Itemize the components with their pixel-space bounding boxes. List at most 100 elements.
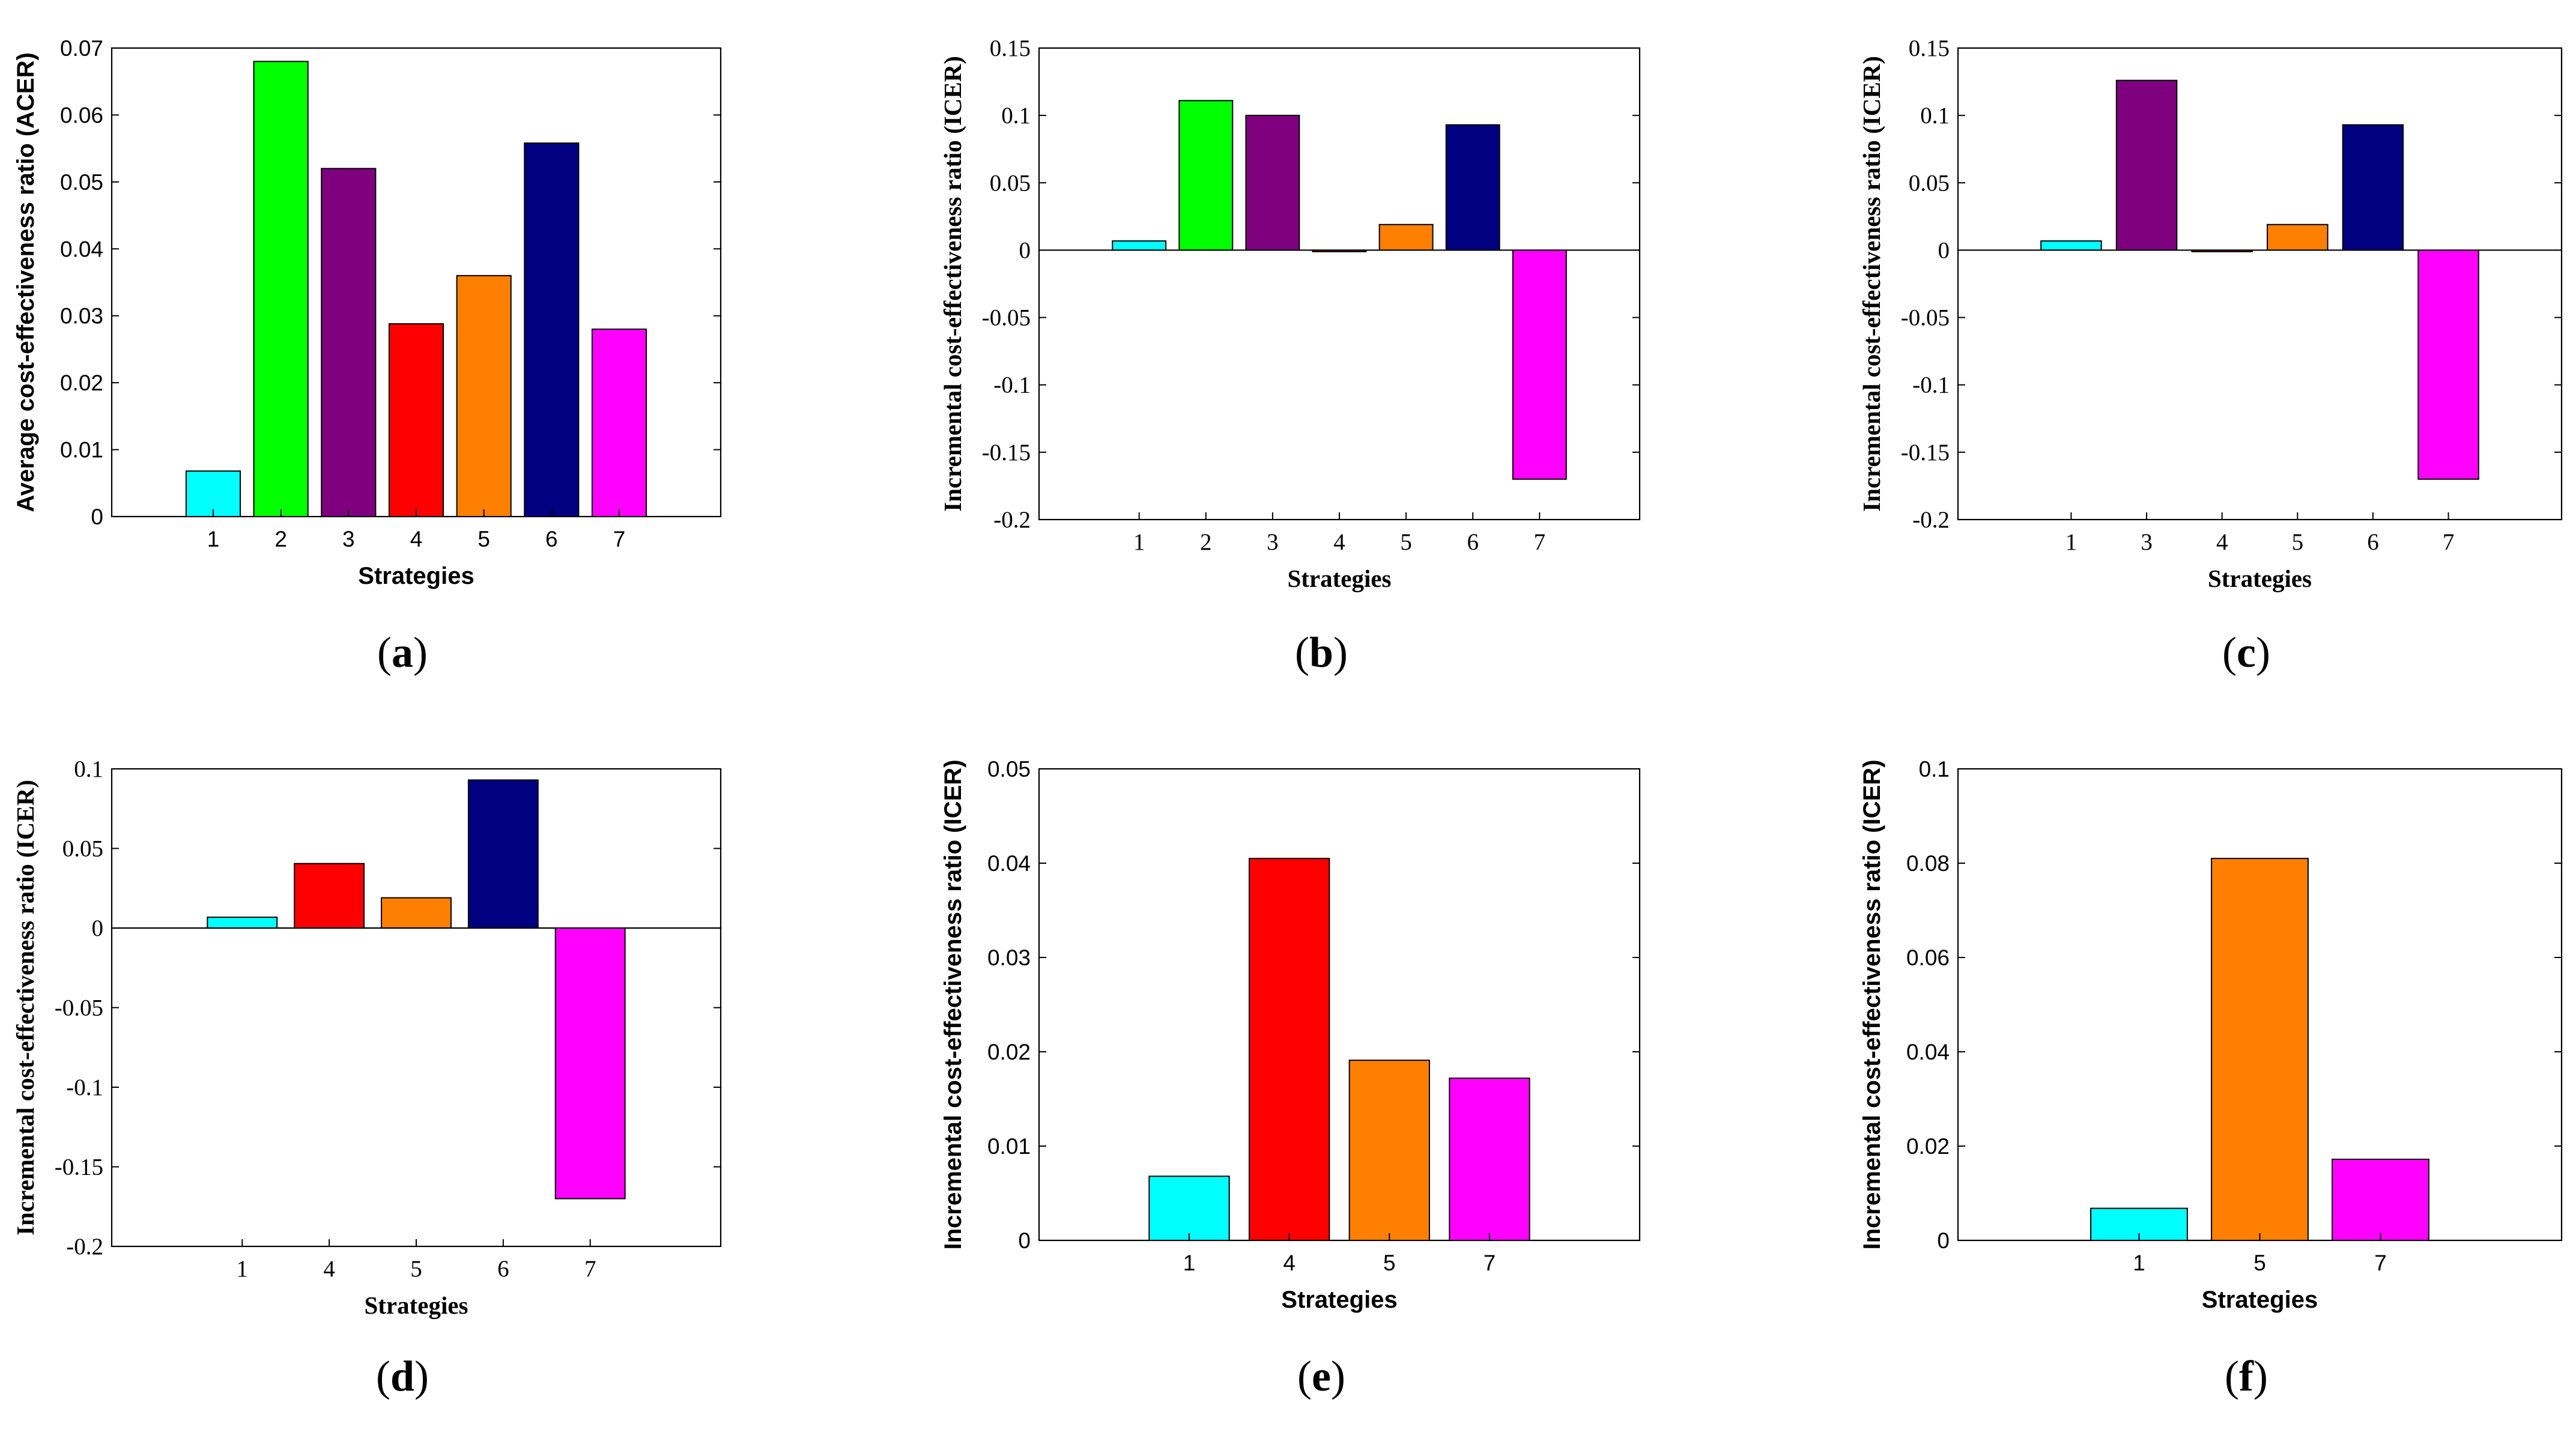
y-tick-label: 0 bbox=[91, 505, 103, 529]
x-tick-label: 1 bbox=[2133, 1251, 2145, 1275]
bar-7 bbox=[1512, 249, 1567, 480]
plot-frame bbox=[1957, 47, 2563, 521]
panel-caption-letter: a bbox=[392, 628, 413, 676]
x-tick-label: 1 bbox=[2065, 529, 2077, 555]
y-axis-label: Incremental cost-effectiveness ratio (IC… bbox=[940, 760, 966, 1250]
bar-2 bbox=[1178, 100, 1234, 251]
bar-5 bbox=[2267, 223, 2329, 251]
x-tick-label: 2 bbox=[1200, 529, 1212, 555]
x-axis-label: Strategies bbox=[1287, 565, 1391, 592]
x-axis-label: Strategies bbox=[2202, 1287, 2318, 1313]
x-tick-label: 5 bbox=[410, 1256, 422, 1282]
bar-3 bbox=[321, 168, 377, 518]
panel-caption: (f) bbox=[2225, 1352, 2268, 1400]
y-tick-label: 0 bbox=[1019, 237, 1031, 263]
panel-caption-letter: f bbox=[2239, 1352, 2254, 1400]
bar-6 bbox=[1445, 124, 1500, 251]
bar-4 bbox=[388, 323, 444, 517]
x-tick-label: 7 bbox=[1483, 1251, 1496, 1275]
panel-caption: (e) bbox=[1297, 1352, 1345, 1400]
y-axis-label: Incremental cost-effectiveness ratio (IC… bbox=[11, 780, 39, 1236]
panel-caption: (b) bbox=[1295, 628, 1348, 676]
x-tick-label: 7 bbox=[1534, 529, 1546, 555]
bar-7 bbox=[1449, 1077, 1530, 1241]
bar-4 bbox=[294, 863, 365, 929]
plot-frame bbox=[1038, 768, 1641, 1242]
y-tick-label: 0.08 bbox=[1906, 851, 1950, 876]
bar-7 bbox=[554, 927, 626, 1200]
y-axis-label: Average cost-effectiveness ratio (ACER) bbox=[13, 52, 39, 512]
bar-5 bbox=[2211, 858, 2309, 1241]
panel-caption: (a) bbox=[377, 628, 428, 676]
x-axis-label: Strategies bbox=[1281, 1287, 1397, 1313]
y-tick-label: -0.05 bbox=[982, 305, 1031, 331]
bar-7 bbox=[2332, 1158, 2429, 1241]
bar-1 bbox=[1148, 1176, 1230, 1241]
y-tick-label: 0.04 bbox=[1906, 1040, 1950, 1064]
y-tick-label: -0.2 bbox=[66, 1234, 103, 1260]
x-tick-label: 5 bbox=[1400, 529, 1412, 555]
bar-4 bbox=[1249, 858, 1330, 1241]
bar-5 bbox=[1378, 223, 1434, 251]
y-tick-label: 0.05 bbox=[987, 757, 1031, 781]
x-tick-label: 7 bbox=[584, 1256, 596, 1282]
y-tick-label: 0 bbox=[1938, 237, 1950, 263]
x-tick-label: 6 bbox=[497, 1256, 509, 1282]
x-tick-label: 4 bbox=[323, 1256, 335, 1282]
y-tick-label: 0.05 bbox=[60, 170, 103, 195]
bar-1 bbox=[207, 916, 278, 929]
x-tick-label: 6 bbox=[2367, 529, 2379, 555]
y-tick-label: 0.01 bbox=[987, 1134, 1031, 1159]
bar-3 bbox=[2115, 79, 2178, 251]
y-tick-label: -0.15 bbox=[55, 1154, 103, 1180]
panel-caption: (d) bbox=[376, 1352, 429, 1400]
y-tick-label: -0.2 bbox=[1912, 507, 1950, 533]
y-tick-label: 0.02 bbox=[1906, 1134, 1950, 1159]
panel-caption: (c) bbox=[2222, 628, 2270, 676]
chart-b: -0.2 -0.15 -0.1 -0.05 0 0.05 0.1 0.15 1 2 3 4 5 6 7 Str… bbox=[939, 35, 1641, 676]
x-tick-label: 4 bbox=[2216, 529, 2228, 555]
y-tick-label: 0.05 bbox=[1909, 170, 1950, 196]
y-tick-label: -0.2 bbox=[993, 507, 1031, 533]
y-tick-label: 0.15 bbox=[1909, 35, 1950, 61]
bar-6 bbox=[524, 142, 580, 517]
y-tick-label: -0.1 bbox=[66, 1075, 103, 1100]
chart-c: -0.2 -0.15 -0.1 -0.05 0 0.05 0.1 0.15 1 3 4 5 6 7 Stra… bbox=[1858, 35, 2563, 676]
x-tick-label: 4 bbox=[1283, 1251, 1296, 1275]
panel-caption-letter: e bbox=[1312, 1352, 1331, 1400]
panel-caption-letter: b bbox=[1309, 628, 1333, 676]
x-tick-label: 4 bbox=[410, 527, 423, 551]
y-tick-label: 0.02 bbox=[60, 371, 103, 395]
x-axis-label: Strategies bbox=[364, 1291, 468, 1319]
x-tick-label: 7 bbox=[613, 527, 626, 551]
y-tick-label: 0 bbox=[92, 915, 104, 941]
y-tick-label: -0.05 bbox=[1901, 305, 1950, 331]
x-tick-label: 6 bbox=[1467, 529, 1479, 555]
chart-d: -0.2 -0.15 -0.1 -0.05 0 0.05 0.1 1 4 5 6 7 Strategie… bbox=[11, 756, 722, 1400]
plot-frame bbox=[111, 768, 722, 1248]
y-tick-label: 0.04 bbox=[987, 851, 1031, 876]
x-tick-label: 7 bbox=[2443, 529, 2455, 555]
bar-2 bbox=[253, 61, 309, 518]
bar-6 bbox=[2342, 124, 2404, 251]
bar-1 bbox=[1112, 240, 1167, 251]
panel-caption-letter: c bbox=[2237, 628, 2256, 676]
bar-1 bbox=[2040, 240, 2102, 251]
bar-7 bbox=[2417, 249, 2479, 480]
x-tick-label: 5 bbox=[2253, 1251, 2266, 1275]
x-tick-label: 3 bbox=[1267, 529, 1279, 555]
y-tick-label: -0.05 bbox=[55, 995, 103, 1021]
y-tick-label: 0.1 bbox=[74, 756, 103, 782]
x-tick-label: 1 bbox=[207, 527, 220, 551]
x-tick-label: 1 bbox=[1133, 529, 1145, 555]
y-tick-label: 0.1 bbox=[1920, 103, 1950, 129]
x-tick-label: 1 bbox=[1183, 1251, 1196, 1275]
y-tick-label: 0.07 bbox=[60, 36, 103, 61]
y-tick-label: -0.15 bbox=[982, 440, 1031, 466]
bar-5 bbox=[381, 897, 452, 929]
y-tick-label: 0.1 bbox=[1919, 757, 1950, 781]
y-tick-label: -0.1 bbox=[993, 372, 1031, 398]
y-axis-label: Incremental cost-effectiveness ratio (IC… bbox=[1859, 760, 1885, 1250]
y-tick-label: 0.06 bbox=[1906, 945, 1950, 970]
